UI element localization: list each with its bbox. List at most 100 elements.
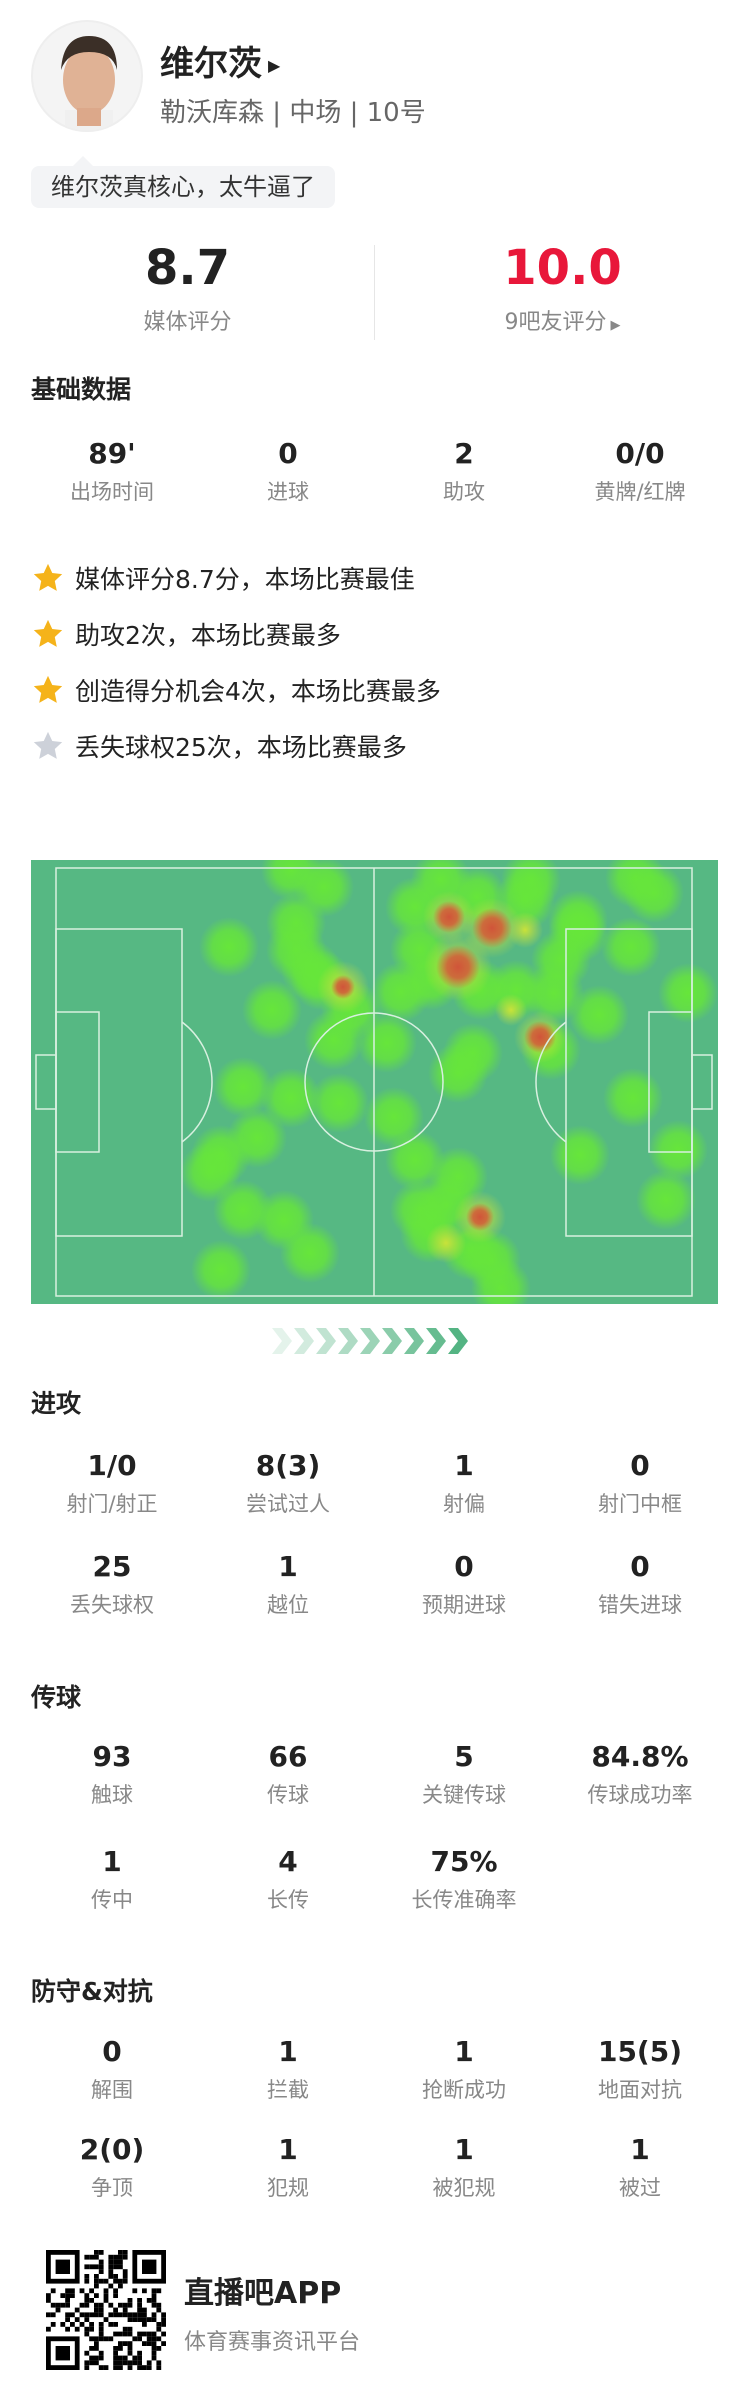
stat-item: 1 射偏 (376, 1448, 552, 1518)
stat-value: 1/0 (87, 1449, 137, 1482)
heat-spot (191, 1240, 251, 1300)
stat-item: 0 射门中框 (552, 1448, 728, 1518)
stat-label: 进球 (267, 480, 309, 504)
passing-stats-row: 93 触球 66 传球 5 关键传球 84.8% 传球成功率 (0, 1739, 750, 1809)
qr-code[interactable] (46, 2250, 166, 2370)
chevron-right-icon (382, 1328, 402, 1354)
heat-spot (636, 1170, 696, 1230)
attack-stats-row: 25 丢失球权 1 越位 0 预期进球 0 错失进球 (0, 1549, 750, 1619)
stat-value: 1 (454, 2133, 474, 2166)
star-gold-icon (33, 675, 63, 703)
highlight-item: 丢失球权25次，本场比赛最多 (31, 728, 407, 764)
player-avatar[interactable] (31, 20, 143, 132)
heat-spot (603, 1068, 663, 1128)
stat-value: 0 (454, 1550, 474, 1583)
chevron-right-icon (426, 1328, 446, 1354)
stat-item: 0 解围 (24, 2034, 200, 2104)
stat-item: 1/0 射门/射正 (24, 1448, 200, 1518)
heat-spot (428, 1043, 488, 1103)
stat-label: 传球 (267, 1783, 309, 1807)
stat-value: 1 (278, 2035, 298, 2068)
caret-right-icon: ▶ (268, 56, 281, 75)
stat-value: 0 (278, 437, 298, 470)
stat-value: 0 (102, 2035, 122, 2068)
stat-value: 1 (278, 2133, 298, 2166)
heat-spot (213, 1057, 273, 1117)
heat-spot (461, 1230, 521, 1290)
heat-spot-hot (472, 908, 512, 948)
app-name: 直播吧APP (184, 2276, 342, 2311)
stat-value: 8(3) (255, 1449, 321, 1482)
stat-item: 1 被犯规 (376, 2132, 552, 2202)
stat-item: 75% 长传准确率 (376, 1844, 552, 1914)
fan-rating[interactable]: 10.0 9吧友评分 ▶ (503, 240, 622, 335)
stat-label: 解围 (91, 2078, 133, 2102)
star-gold-icon (33, 619, 63, 647)
chevron-right-icon (448, 1328, 468, 1354)
heat-spot (658, 963, 718, 1023)
stat-item: 1 被过 (552, 2132, 728, 2202)
stat-label: 错失进球 (598, 1593, 682, 1617)
stat-value: 1 (278, 1550, 298, 1583)
attack-direction-arrows (272, 1328, 468, 1354)
section-basic-title: 基础数据 (31, 375, 132, 404)
stat-value: 89' (88, 437, 136, 470)
heat-spot (242, 980, 302, 1040)
stat-label: 黄牌/红牌 (594, 480, 686, 504)
passing-stats-row: 1 传中 4 长传 75% 长传准确率 (0, 1844, 750, 1914)
stat-item: 4 长传 (200, 1844, 376, 1914)
stat-label: 助攻 (443, 480, 485, 504)
chevron-right-icon (316, 1328, 336, 1354)
pitch-lines (35, 867, 713, 1297)
stat-label: 越位 (267, 1593, 309, 1617)
stat-item: 25 丢失球权 (24, 1549, 200, 1619)
stat-value: 1 (454, 2035, 474, 2068)
section-defense-title: 防守&对抗 (31, 1977, 153, 2006)
stat-label: 射门/射正 (66, 1492, 158, 1516)
stat-item: 0 进球 (200, 436, 376, 506)
app-slogan: 体育赛事资讯平台 (184, 2330, 361, 2355)
stat-item: 89' 出场时间 (24, 436, 200, 506)
stat-value: 2(0) (79, 2133, 145, 2166)
heat-spot (495, 994, 527, 1026)
player-name[interactable]: 维尔茨 ▶ (160, 44, 281, 84)
stat-item: 93 触球 (24, 1739, 200, 1809)
stat-label: 被犯规 (432, 2176, 496, 2200)
divider (374, 245, 375, 340)
chevron-right-icon (272, 1328, 292, 1354)
heat-spot (507, 912, 543, 948)
star-gray-icon (33, 731, 63, 759)
heatmap-pitch (31, 840, 718, 1318)
heat-spot-hot (466, 1203, 494, 1231)
section-passing-title: 传球 (31, 1683, 82, 1712)
heat-spot (261, 1068, 321, 1128)
heat-spot-hot (433, 901, 465, 933)
stat-item: 15(5) 地面对抗 (552, 2034, 728, 2104)
highlight-item: 媒体评分8.7分，本场比赛最佳 (31, 560, 415, 596)
star-gold-icon (33, 563, 63, 591)
heat-spot (624, 863, 684, 923)
heat-spot (280, 1223, 340, 1283)
stat-item: 1 犯规 (200, 2132, 376, 2202)
stat-value: 2 (454, 437, 474, 470)
comment-bubble: 维尔茨真核心，太牛逼了 (31, 156, 335, 208)
attack-stats-row: 1/0 射门/射正 8(3) 尝试过人 1 射偏 0 射门中框 (0, 1448, 750, 1518)
stat-label: 触球 (91, 1783, 133, 1807)
stat-value: 1 (454, 1449, 474, 1482)
defense-stats-row: 2(0) 争顶 1 犯规 1 被犯规 1 被过 (0, 2132, 750, 2202)
heat-spot (199, 917, 259, 977)
stat-item: 1 抢断成功 (376, 2034, 552, 2104)
stat-item: 0/0 黄牌/红牌 (552, 436, 728, 506)
stat-label: 被过 (619, 2176, 661, 2200)
section-attack-title: 进攻 (31, 1389, 82, 1418)
stat-value: 93 (92, 1740, 132, 1773)
stat-label: 抢断成功 (422, 2078, 506, 2102)
heat-spot (601, 917, 661, 977)
chevron-right-icon (338, 1328, 358, 1354)
stat-value: 84.8% (591, 1740, 689, 1773)
stat-value: 25 (92, 1550, 132, 1583)
stat-item: 5 关键传球 (376, 1739, 552, 1809)
stat-label: 尝试过人 (246, 1492, 330, 1516)
chevron-right-icon (294, 1328, 314, 1354)
stat-item: 1 越位 (200, 1549, 376, 1619)
